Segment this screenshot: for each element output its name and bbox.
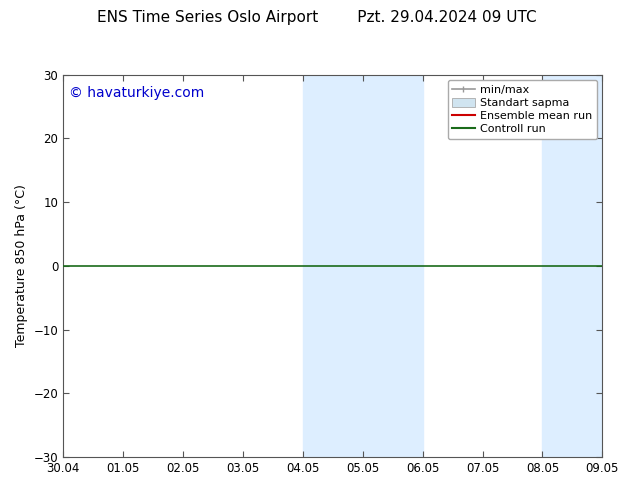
Bar [303,74,363,457]
Bar [543,74,602,457]
Text: ENS Time Series Oslo Airport        Pzt. 29.04.2024 09 UTC: ENS Time Series Oslo Airport Pzt. 29.04.… [97,10,537,25]
Text: © havaturkiye.com: © havaturkiye.com [68,86,204,100]
Y-axis label: Temperature 850 hPa (°C): Temperature 850 hPa (°C) [15,184,28,347]
Legend: min/max, Standart sapma, Ensemble mean run, Controll run: min/max, Standart sapma, Ensemble mean r… [448,80,597,139]
Bar [363,74,423,457]
